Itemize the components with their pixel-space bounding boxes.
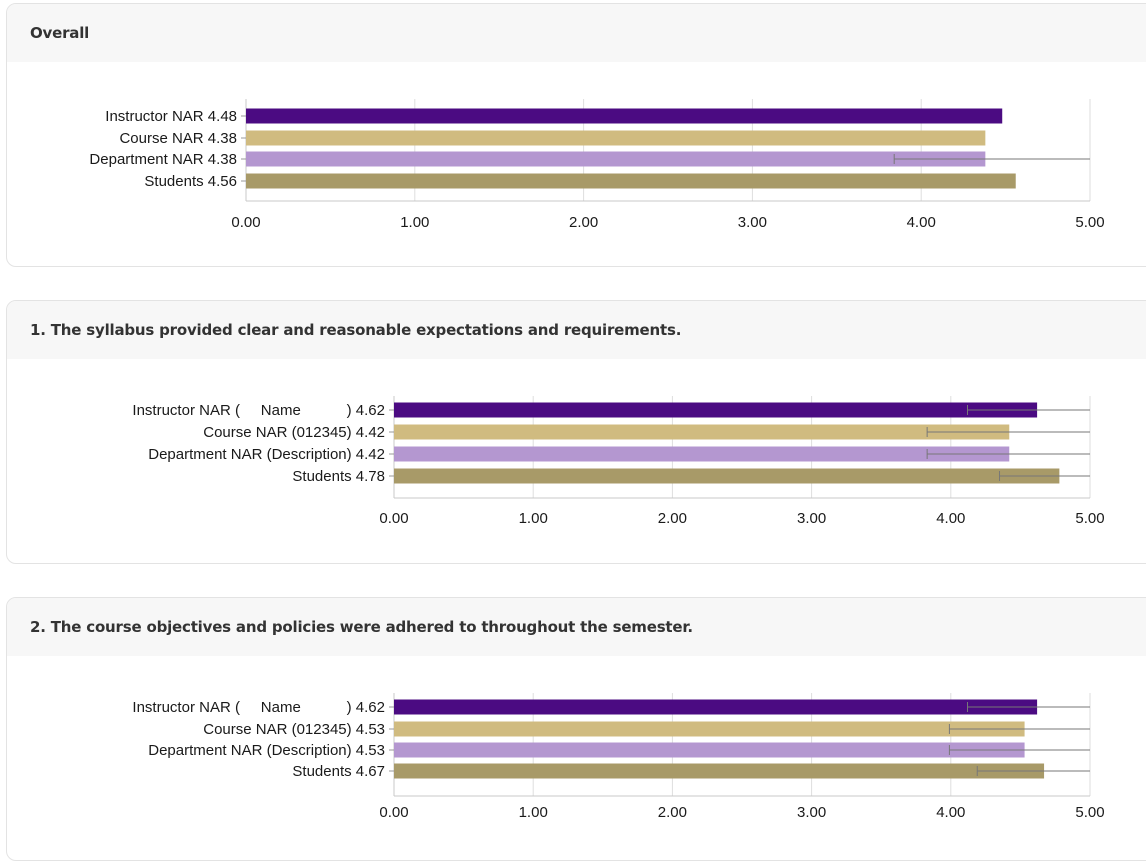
category-label-students: Students 4.67 (292, 763, 385, 780)
bar-instructor-nar (246, 108, 1003, 124)
x-tick-label: 3.00 (797, 510, 826, 527)
card-title: 2. The course objectives and policies we… (30, 618, 693, 636)
x-tick-label: 4.00 (936, 804, 965, 821)
x-tick-label: 5.00 (1075, 510, 1104, 527)
card-header: 2. The course objectives and policies we… (7, 598, 1146, 656)
bar-students (394, 468, 1060, 484)
bar-course-nar (246, 130, 986, 146)
category-label-instructor-nar: Instructor NAR ( Name ) 4.62 (132, 402, 385, 419)
x-tick-label: 2.00 (658, 804, 687, 821)
card-header: Overall (7, 4, 1146, 62)
category-label-students: Students 4.56 (144, 173, 237, 190)
x-tick-label: 5.00 (1075, 804, 1104, 821)
bar-instructor-nar (394, 402, 1038, 418)
x-tick-label: 0.00 (231, 214, 260, 231)
category-label-department-nar: Department NAR (Description) 4.53 (148, 742, 385, 759)
card-header: 1. The syllabus provided clear and reaso… (7, 301, 1146, 359)
bar-instructor-nar (394, 699, 1038, 715)
bar-department-nar (394, 742, 1025, 758)
bar-chart-question-2: 0.00 1.00 2.00 3.00 4.00 5.00 Instructor NAR (… (132, 693, 1105, 821)
x-tick-label: 1.00 (519, 804, 548, 821)
bar-chart-question-1: 0.00 1.00 2.00 3.00 4.00 5.00 Instructor NAR (… (132, 396, 1105, 527)
x-tick-label: 0.00 (379, 804, 408, 821)
bar-chart-overall: 0.00 1.00 2.00 3.00 4.00 5.00 Instructor NAR 4… (89, 99, 1105, 231)
category-label-department-nar: Department NAR (Description) 4.42 (148, 446, 385, 463)
category-label-students: Students 4.78 (292, 468, 385, 485)
category-label-instructor-nar: Instructor NAR ( Name ) 4.62 (132, 699, 385, 716)
bar-course-nar (394, 424, 1010, 440)
x-tick-label: 3.00 (738, 214, 767, 231)
bar-department-nar (246, 151, 986, 167)
category-label-course-nar: Course NAR (012345) 4.53 (203, 721, 385, 738)
x-tick-label: 2.00 (658, 510, 687, 527)
category-label-course-nar: Course NAR 4.38 (119, 130, 237, 147)
bar-students (246, 173, 1016, 189)
chart-card-question-1: 1. The syllabus provided clear and reaso… (6, 300, 1146, 564)
x-tick-label: 5.00 (1075, 214, 1104, 231)
x-tick-label: 2.00 (569, 214, 598, 231)
chart-card-question-2: 2. The course objectives and policies we… (6, 597, 1146, 861)
category-label-instructor-nar: Instructor NAR 4.48 (105, 108, 237, 125)
card-title: Overall (30, 24, 90, 42)
x-tick-label: 3.00 (797, 804, 826, 821)
bar-department-nar (394, 446, 1010, 462)
x-tick-label: 4.00 (907, 214, 936, 231)
card-title: 1. The syllabus provided clear and reaso… (30, 321, 682, 339)
chart-card-overall: Overall 0.00 1.00 2.00 3.00 4.00 5.00 Instruct… (6, 3, 1146, 267)
x-tick-label: 0.00 (379, 510, 408, 527)
x-tick-label: 1.00 (519, 510, 548, 527)
bar-students (394, 763, 1045, 779)
category-label-department-nar: Department NAR 4.38 (89, 151, 237, 168)
bar-course-nar (394, 721, 1025, 737)
x-tick-label: 1.00 (400, 214, 429, 231)
x-tick-label: 4.00 (936, 510, 965, 527)
category-label-course-nar: Course NAR (012345) 4.42 (203, 424, 385, 441)
